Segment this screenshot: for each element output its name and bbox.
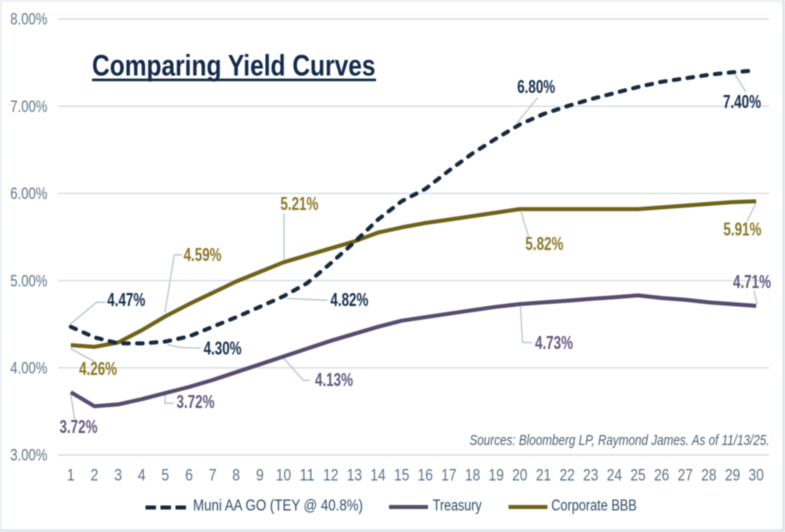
- svg-text:25: 25: [630, 466, 645, 485]
- svg-text:4.71%: 4.71%: [733, 272, 771, 292]
- svg-text:5.00%: 5.00%: [10, 271, 47, 290]
- svg-text:6: 6: [185, 466, 193, 485]
- svg-text:20: 20: [512, 466, 527, 485]
- svg-text:29: 29: [725, 466, 740, 485]
- svg-text:15: 15: [394, 466, 409, 485]
- svg-text:Muni AA GO (TEY @ 40.8%): Muni AA GO (TEY @ 40.8%): [193, 498, 363, 515]
- svg-text:Comparing Yield Curves: Comparing Yield Curves: [92, 50, 376, 83]
- svg-text:Corporate BBB: Corporate BBB: [551, 498, 637, 515]
- svg-text:4.00%: 4.00%: [10, 359, 47, 378]
- svg-text:14: 14: [370, 466, 385, 485]
- svg-text:5.21%: 5.21%: [280, 194, 318, 214]
- svg-text:5.82%: 5.82%: [525, 234, 563, 254]
- svg-text:4.73%: 4.73%: [535, 333, 573, 353]
- svg-text:18: 18: [465, 466, 480, 485]
- svg-text:2: 2: [91, 466, 99, 485]
- svg-text:23: 23: [583, 466, 598, 485]
- svg-text:7: 7: [209, 466, 217, 485]
- svg-text:4.26%: 4.26%: [79, 359, 117, 379]
- svg-text:28: 28: [701, 466, 716, 485]
- svg-text:3.72%: 3.72%: [60, 417, 98, 437]
- svg-text:4.82%: 4.82%: [330, 290, 368, 310]
- svg-text:4.59%: 4.59%: [184, 245, 222, 265]
- svg-text:30: 30: [749, 466, 764, 485]
- svg-text:9: 9: [256, 466, 264, 485]
- svg-text:6.00%: 6.00%: [10, 184, 47, 203]
- svg-text:21: 21: [536, 466, 551, 485]
- svg-text:5.91%: 5.91%: [723, 219, 761, 239]
- svg-text:6.80%: 6.80%: [517, 77, 555, 97]
- svg-text:13: 13: [347, 466, 362, 485]
- svg-text:17: 17: [441, 466, 456, 485]
- svg-text:12: 12: [323, 466, 338, 485]
- svg-text:3.72%: 3.72%: [177, 392, 215, 412]
- svg-text:4.47%: 4.47%: [107, 290, 145, 310]
- svg-text:4.13%: 4.13%: [315, 370, 353, 390]
- svg-text:3: 3: [114, 466, 122, 485]
- svg-text:24: 24: [607, 466, 622, 485]
- svg-text:4.30%: 4.30%: [204, 338, 242, 358]
- svg-text:5: 5: [161, 466, 169, 485]
- svg-text:Sources: Bloomberg LP, Raymond: Sources: Bloomberg LP, Raymond James. As…: [470, 432, 770, 449]
- svg-text:Treasury: Treasury: [433, 498, 482, 515]
- svg-text:16: 16: [418, 466, 433, 485]
- svg-text:8.00%: 8.00%: [10, 10, 47, 29]
- svg-text:11: 11: [299, 466, 314, 485]
- svg-text:7.00%: 7.00%: [10, 97, 47, 116]
- svg-text:26: 26: [654, 466, 669, 485]
- svg-text:22: 22: [559, 466, 574, 485]
- svg-text:27: 27: [678, 466, 693, 485]
- svg-text:10: 10: [276, 466, 291, 485]
- svg-text:8: 8: [232, 466, 240, 485]
- svg-text:19: 19: [489, 466, 504, 485]
- svg-text:3.00%: 3.00%: [10, 446, 47, 465]
- svg-text:4: 4: [138, 466, 146, 485]
- svg-text:1: 1: [67, 466, 75, 485]
- svg-text:7.40%: 7.40%: [723, 92, 761, 112]
